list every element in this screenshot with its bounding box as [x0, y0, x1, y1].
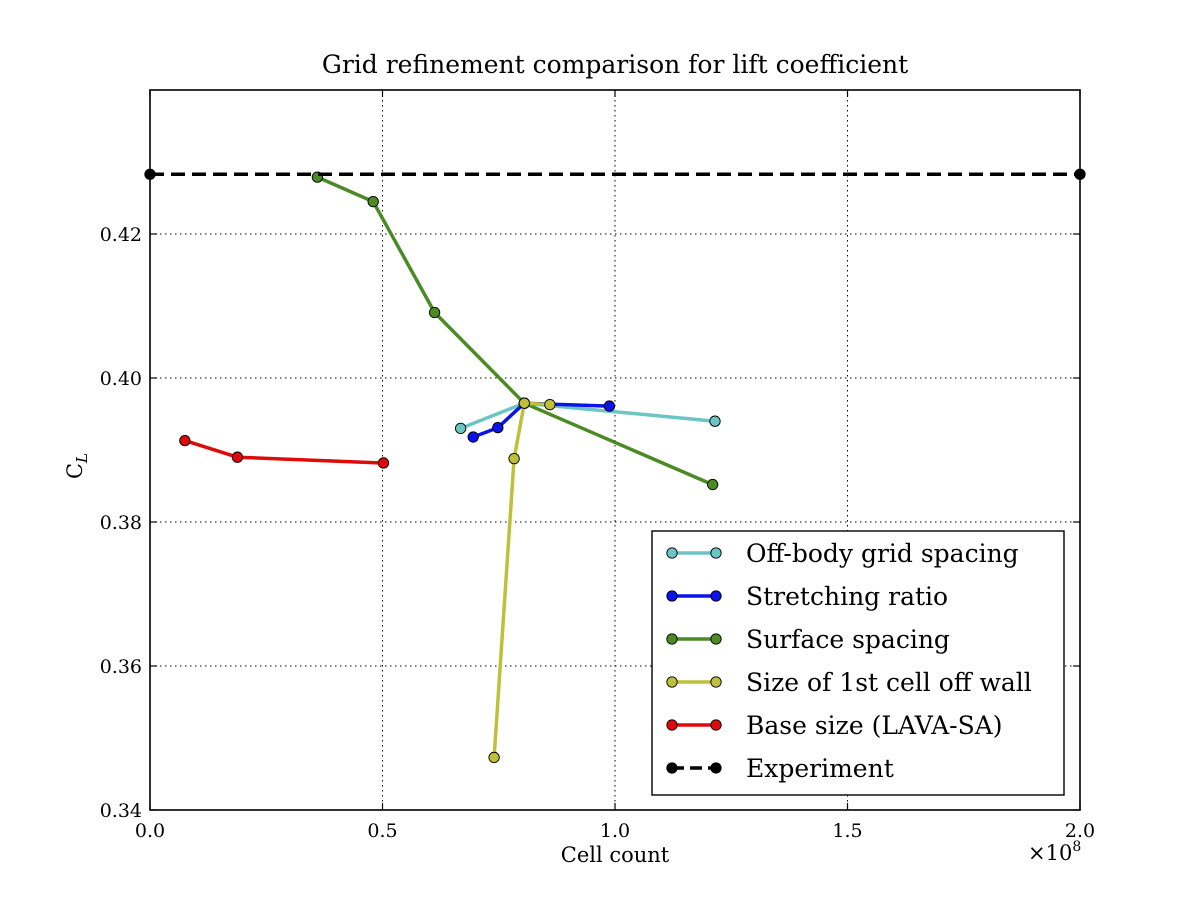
legend-marker	[710, 547, 722, 559]
x-tick-label: 0.5	[367, 820, 397, 842]
legend-marker	[710, 719, 722, 731]
legend-label: Size of 1st cell off wall	[746, 668, 1032, 697]
legend-marker	[710, 762, 722, 774]
x-tick-label: 1.5	[832, 820, 862, 842]
legend-marker	[710, 590, 722, 602]
chart-title: Grid refinement comparison for lift coef…	[322, 50, 908, 79]
series-size-of-1st-cell-off-wall	[488, 397, 556, 764]
data-point	[377, 457, 390, 469]
legend-item: Off-body grid spacing	[666, 539, 1019, 568]
y-tick-label: 0.38	[100, 512, 142, 534]
legend-item: Surface spacing	[666, 625, 950, 654]
y-tick-label: 0.34	[100, 800, 142, 822]
legend-marker	[666, 590, 678, 602]
data-point	[544, 398, 556, 411]
x-axis-multiplier: ×108	[1028, 839, 1081, 865]
x-tick-label: 2.0	[1065, 820, 1095, 842]
legend-label: Stretching ratio	[746, 582, 948, 611]
legend-marker	[666, 633, 678, 645]
legend-marker	[666, 676, 678, 688]
legend-item: Size of 1st cell off wall	[666, 668, 1032, 697]
data-point	[467, 431, 479, 443]
data-point	[231, 451, 244, 463]
data-point	[709, 415, 721, 427]
data-point	[508, 452, 520, 465]
data-point	[603, 400, 616, 412]
legend-box	[651, 530, 1065, 796]
x-axis-label: Cell count	[561, 843, 670, 867]
data-series	[144, 168, 1086, 764]
axis-ticks: 0.0 0.5 1.0 1.5 2.0 0.34 0.36 0.38 0.40 0.42	[100, 90, 1095, 842]
data-point	[707, 478, 719, 491]
legend-marker	[666, 719, 678, 731]
legend-item: Experiment	[666, 754, 894, 783]
legend: Off-body grid spacing Stretching ratio Sur…	[651, 530, 1065, 796]
x-tick-label: 1.0	[600, 820, 630, 842]
y-tick-label: 0.42	[100, 224, 142, 246]
legend-item: Base size (LAVA-SA)	[666, 711, 1003, 740]
legend-label: Experiment	[746, 754, 894, 783]
y-tick-label: 0.40	[100, 368, 142, 390]
legend-label: Off-body grid spacing	[746, 539, 1019, 568]
y-axis-label: CL	[63, 453, 91, 479]
series-line	[492, 401, 550, 758]
legend-item: Stretching ratio	[666, 582, 948, 611]
y-tick-label: 0.36	[100, 656, 142, 678]
data-point	[179, 434, 191, 447]
series-line	[472, 401, 610, 439]
data-point	[454, 422, 467, 435]
x-tick-label: 0.0	[135, 820, 165, 842]
legend-marker	[710, 676, 722, 688]
series-base-size-lava-sa	[179, 434, 390, 469]
data-point	[492, 422, 504, 434]
legend-marker	[666, 547, 678, 559]
data-point	[518, 397, 530, 409]
data-point	[367, 195, 379, 208]
plot-frame	[149, 89, 1081, 811]
legend-marker	[710, 633, 722, 645]
legend-label: Base size (LAVA-SA)	[746, 711, 1003, 740]
data-point	[488, 751, 500, 764]
data-point	[428, 306, 441, 319]
legend-label: Surface spacing	[746, 625, 950, 654]
legend-marker	[666, 762, 678, 774]
